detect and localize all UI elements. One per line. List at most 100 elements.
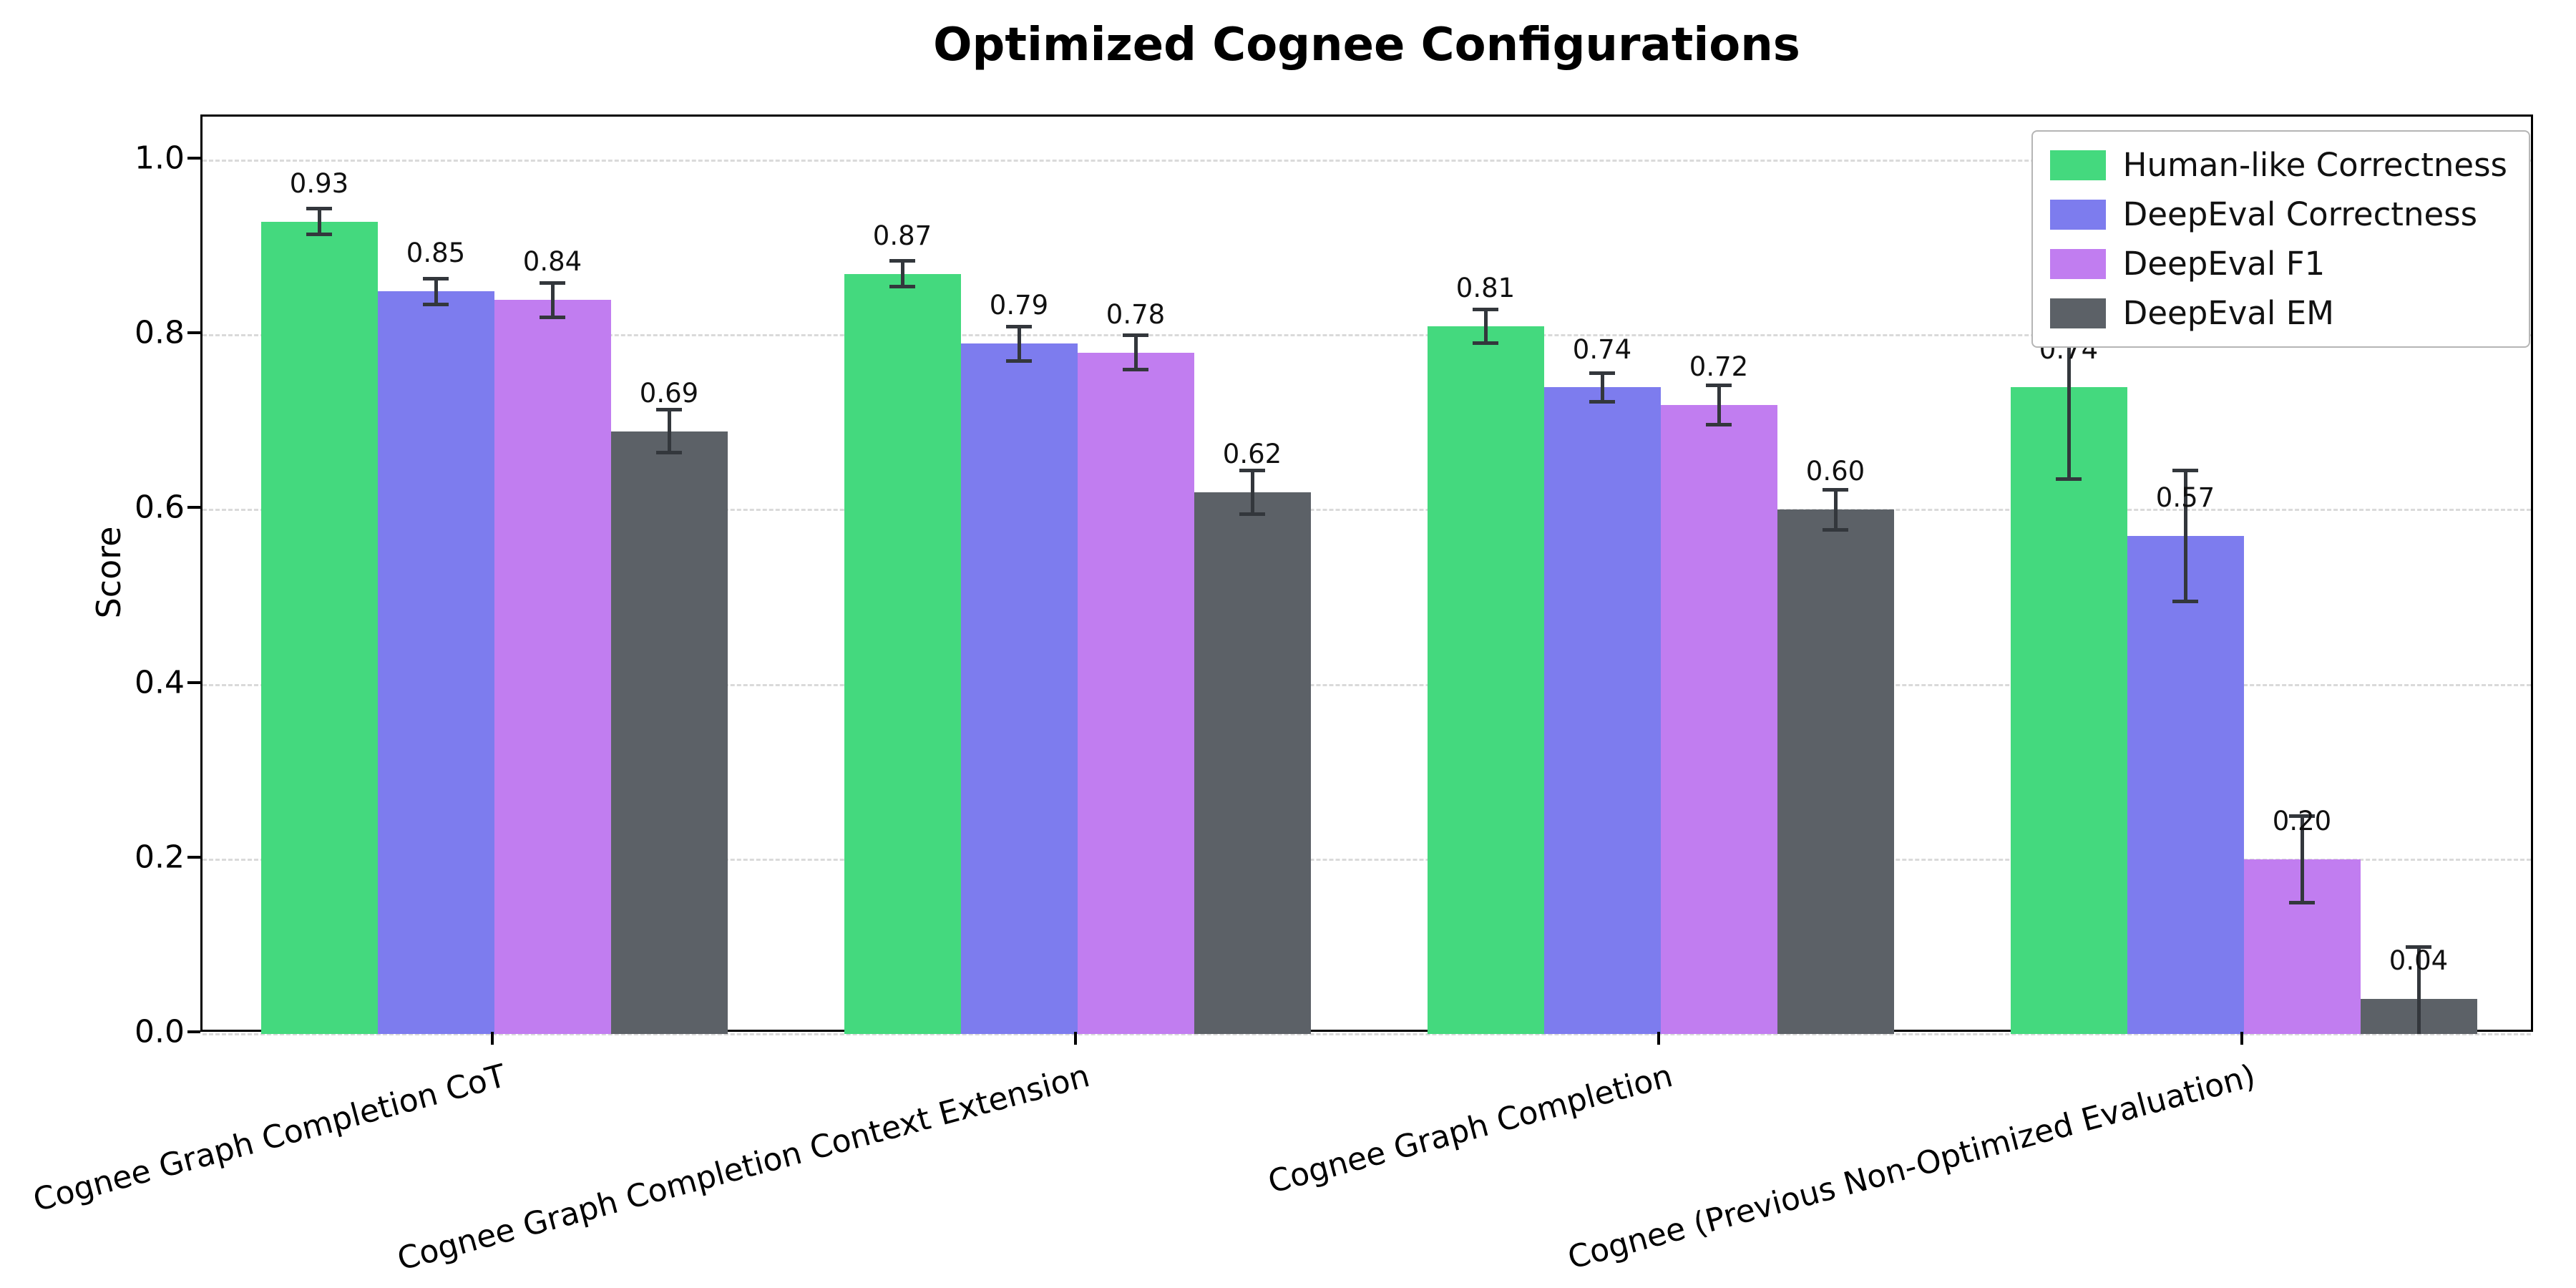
legend-item: DeepEval Correctness xyxy=(2049,195,2507,233)
y-tick-label: 0.2 xyxy=(135,839,185,876)
legend-item: DeepEval F1 xyxy=(2049,245,2507,283)
legend-item: DeepEval EM xyxy=(2049,294,2507,332)
value-label: 0.81 xyxy=(1455,273,1516,304)
error-bar-cap-top xyxy=(656,408,682,412)
gridline xyxy=(203,160,2531,162)
error-bar xyxy=(2183,470,2187,602)
error-bar-cap-top xyxy=(2289,814,2315,818)
error-bar-cap-bottom xyxy=(306,232,332,236)
x-tick-label: Cognee Graph Completion xyxy=(1264,1058,1677,1201)
error-bar-cap-top xyxy=(889,259,915,263)
legend-label: DeepEval EM xyxy=(2122,294,2334,332)
gridline xyxy=(203,334,2531,337)
bar xyxy=(1427,326,1544,1034)
bar xyxy=(494,300,611,1034)
x-tick-label: Cognee Graph Completion CoT xyxy=(29,1058,510,1219)
error-bar-cap-bottom xyxy=(1589,400,1615,404)
error-bar xyxy=(1250,470,1254,514)
error-bar-cap-top xyxy=(540,280,565,285)
bar xyxy=(260,221,378,1034)
error-bar xyxy=(1133,335,1138,371)
x-tick-mark xyxy=(490,1032,494,1045)
gridline xyxy=(203,858,2531,861)
value-label: 0.04 xyxy=(2389,945,2449,977)
error-bar-cap-top xyxy=(2406,945,2431,949)
y-tick-label: 0.0 xyxy=(135,1013,185,1050)
value-label: 0.69 xyxy=(639,377,699,409)
value-label: 0.79 xyxy=(989,290,1049,321)
y-tick-mark xyxy=(187,331,200,335)
gridline xyxy=(203,683,2531,686)
y-axis-label: Score xyxy=(89,526,128,619)
y-tick-label: 0.6 xyxy=(135,489,185,526)
legend-item: Human-like Correctness xyxy=(2049,146,2507,184)
value-label: 0.60 xyxy=(1805,456,1865,487)
error-bar xyxy=(550,282,555,318)
bar xyxy=(844,273,961,1034)
error-bar-cap-bottom xyxy=(1706,422,1732,426)
value-label: 0.93 xyxy=(289,167,349,199)
error-bar xyxy=(317,208,321,235)
error-bar-cap-bottom xyxy=(2289,900,2315,904)
bar xyxy=(610,431,728,1034)
error-bar-cap-top xyxy=(306,207,332,211)
value-label: 0.78 xyxy=(1106,298,1166,330)
error-bar-cap-bottom xyxy=(1239,512,1265,516)
bar xyxy=(377,291,494,1034)
legend-label: DeepEval Correctness xyxy=(2122,195,2478,233)
bar xyxy=(1077,352,1194,1034)
error-bar-cap-bottom xyxy=(1823,527,1848,532)
bar xyxy=(1194,492,1311,1034)
error-bar-cap-bottom xyxy=(2172,599,2198,603)
error-bar-cap-top xyxy=(1589,371,1615,375)
error-bar xyxy=(667,409,671,454)
error-bar xyxy=(2300,815,2304,903)
error-bar-cap-bottom xyxy=(2056,477,2082,481)
bar xyxy=(2010,387,2127,1034)
value-label: 0.85 xyxy=(406,238,466,269)
error-bar-cap-top xyxy=(1473,307,1498,311)
chart-title: Optimized Cognee Configurations xyxy=(933,19,1800,72)
y-tick-mark xyxy=(187,157,200,160)
y-tick-mark xyxy=(187,855,200,859)
legend-swatch xyxy=(2049,150,2106,180)
x-tick-mark xyxy=(1657,1032,1660,1045)
error-bar-cap-bottom xyxy=(889,285,915,289)
error-bar xyxy=(1483,308,1488,344)
error-bar xyxy=(1833,489,1838,530)
error-bar xyxy=(2416,946,2421,1034)
bar xyxy=(1660,404,1777,1034)
y-tick-mark xyxy=(187,680,200,684)
y-tick-label: 0.4 xyxy=(135,664,185,701)
error-bar-cap-bottom xyxy=(1123,368,1148,372)
gridline xyxy=(203,509,2531,512)
value-label: 0.74 xyxy=(1572,333,1632,365)
legend-swatch xyxy=(2049,248,2106,279)
error-bar xyxy=(1017,326,1021,361)
error-bar xyxy=(1717,384,1721,425)
bar xyxy=(1777,509,1894,1034)
value-label: 0.62 xyxy=(1222,439,1282,470)
error-bar xyxy=(434,278,438,305)
legend-swatch xyxy=(2049,298,2106,328)
value-label: 0.87 xyxy=(872,220,932,251)
error-bar xyxy=(900,260,904,288)
gridline xyxy=(203,1033,2531,1035)
error-bar xyxy=(2067,296,2071,479)
error-bar-cap-bottom xyxy=(1006,358,1032,363)
legend-swatch xyxy=(2049,199,2106,230)
error-bar-cap-top xyxy=(1823,488,1848,492)
error-bar-cap-top xyxy=(1239,469,1265,473)
error-bar-cap-top xyxy=(1123,333,1148,338)
error-bar-cap-top xyxy=(423,276,449,280)
error-bar-cap-bottom xyxy=(1473,341,1498,346)
y-tick-label: 0.8 xyxy=(135,314,185,351)
value-label: 0.72 xyxy=(1689,351,1749,382)
error-bar-cap-bottom xyxy=(656,451,682,455)
bar xyxy=(960,343,1078,1034)
y-tick-mark xyxy=(187,1030,200,1033)
bar xyxy=(1543,387,1661,1034)
x-tick-mark xyxy=(2240,1032,2243,1045)
legend-label: DeepEval F1 xyxy=(2122,245,2326,283)
legend-label: Human-like Correctness xyxy=(2122,146,2507,184)
